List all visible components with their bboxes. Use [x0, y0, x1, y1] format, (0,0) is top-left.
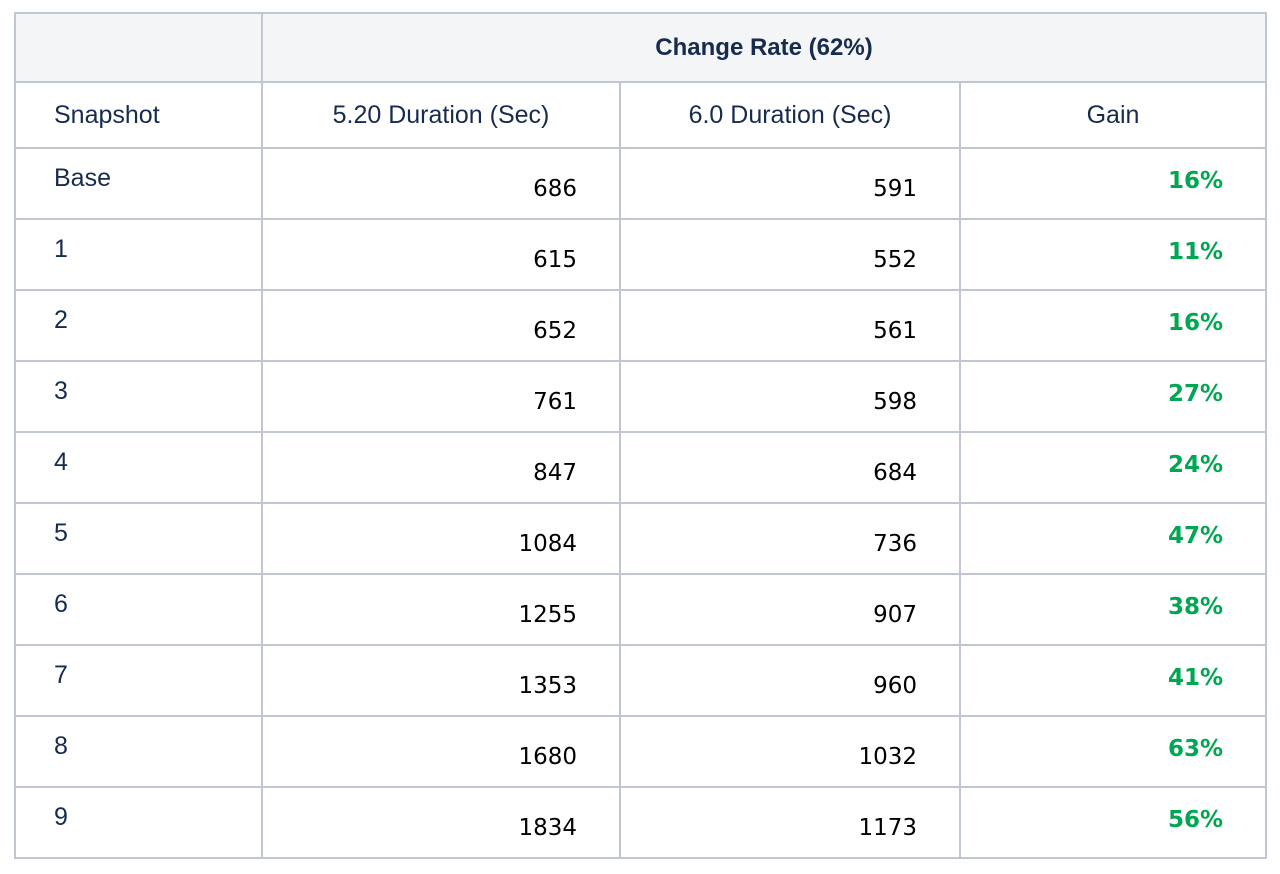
duration-520-cell: 761	[261, 360, 621, 433]
duration-520-cell: 1680	[261, 715, 621, 788]
column-header-520-duration: 5.20 Duration (Sec)	[261, 81, 621, 149]
empty-corner-cell	[14, 12, 263, 83]
duration-60-cell: 684	[619, 431, 961, 504]
duration-60-cell: 552	[619, 218, 961, 291]
gain-cell: 47%	[959, 502, 1267, 575]
group-header-row: Change Rate (62%)	[14, 12, 1267, 83]
table-row: 7 1353 960 41%	[14, 644, 1267, 717]
change-rate-header: Change Rate (62%)	[261, 12, 1267, 83]
table-row: 2 652 561 16%	[14, 289, 1267, 362]
snapshot-cell: Base	[14, 147, 263, 220]
snapshot-cell: 6	[14, 573, 263, 646]
table-row: 3 761 598 27%	[14, 360, 1267, 433]
duration-60-cell: 907	[619, 573, 961, 646]
column-header-snapshot: Snapshot	[14, 81, 263, 149]
duration-60-cell: 598	[619, 360, 961, 433]
snapshot-cell: 8	[14, 715, 263, 788]
snapshot-cell: 2	[14, 289, 263, 362]
performance-table: Change Rate (62%) Snapshot 5.20 Duration…	[14, 12, 1267, 859]
duration-60-cell: 736	[619, 502, 961, 575]
duration-520-cell: 1255	[261, 573, 621, 646]
table-row: 6 1255 907 38%	[14, 573, 1267, 646]
snapshot-cell: 9	[14, 786, 263, 859]
duration-60-cell: 960	[619, 644, 961, 717]
gain-cell: 16%	[959, 147, 1267, 220]
table-row: 8 1680 1032 63%	[14, 715, 1267, 788]
gain-cell: 24%	[959, 431, 1267, 504]
gain-cell: 56%	[959, 786, 1267, 859]
gain-cell: 38%	[959, 573, 1267, 646]
snapshot-cell: 1	[14, 218, 263, 291]
duration-60-cell: 1032	[619, 715, 961, 788]
gain-cell: 41%	[959, 644, 1267, 717]
snapshot-cell: 3	[14, 360, 263, 433]
duration-60-cell: 591	[619, 147, 961, 220]
table-row: 1 615 552 11%	[14, 218, 1267, 291]
column-header-gain: Gain	[959, 81, 1267, 149]
duration-60-cell: 561	[619, 289, 961, 362]
table-row: Base 686 591 16%	[14, 147, 1267, 220]
table-container: Change Rate (62%) Snapshot 5.20 Duration…	[14, 12, 1267, 859]
duration-520-cell: 847	[261, 431, 621, 504]
column-header-60-duration: 6.0 Duration (Sec)	[619, 81, 961, 149]
duration-520-cell: 686	[261, 147, 621, 220]
gain-cell: 27%	[959, 360, 1267, 433]
duration-520-cell: 652	[261, 289, 621, 362]
duration-520-cell: 1084	[261, 502, 621, 575]
snapshot-cell: 4	[14, 431, 263, 504]
table-row: 9 1834 1173 56%	[14, 786, 1267, 859]
snapshot-cell: 5	[14, 502, 263, 575]
duration-520-cell: 615	[261, 218, 621, 291]
column-header-row: Snapshot 5.20 Duration (Sec) 6.0 Duratio…	[14, 81, 1267, 149]
duration-60-cell: 1173	[619, 786, 961, 859]
duration-520-cell: 1353	[261, 644, 621, 717]
table-row: 4 847 684 24%	[14, 431, 1267, 504]
table-row: 5 1084 736 47%	[14, 502, 1267, 575]
duration-520-cell: 1834	[261, 786, 621, 859]
gain-cell: 63%	[959, 715, 1267, 788]
snapshot-cell: 7	[14, 644, 263, 717]
gain-cell: 16%	[959, 289, 1267, 362]
gain-cell: 11%	[959, 218, 1267, 291]
